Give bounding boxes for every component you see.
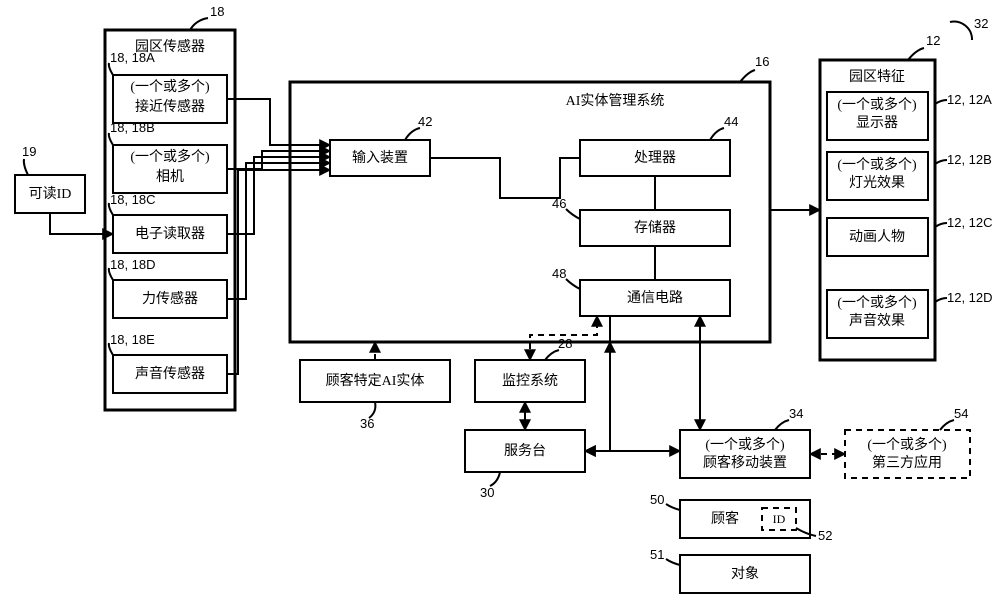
- system-diagram: 32 园区传感器 18 (一个或多个) 接近传感器 18, 18A (一个或多个…: [0, 0, 1000, 611]
- svg-text:电子读取器: 电子读取器: [135, 225, 205, 242]
- svg-text:显示器: 显示器: [856, 116, 898, 131]
- svg-text:(一个或多个): (一个或多个): [130, 78, 210, 95]
- customer-box: 顾客 ID 50 52: [650, 492, 832, 543]
- svg-text:通信电路: 通信电路: [627, 290, 683, 306]
- svg-text:18, 18A: 18, 18A: [110, 50, 155, 65]
- svg-text:12: 12: [926, 33, 940, 48]
- features-group: 园区特征 12 (一个或多个) 显示器 12, 12A (一个或多个) 灯光效果…: [820, 33, 993, 360]
- svg-text:50: 50: [650, 492, 664, 507]
- svg-text:对象: 对象: [731, 566, 759, 582]
- svg-text:30: 30: [480, 485, 494, 500]
- ai-entity-box: 顾客特定AI实体 36: [300, 342, 450, 431]
- svg-text:36: 36: [360, 416, 374, 431]
- svg-text:声音效果: 声音效果: [849, 312, 905, 329]
- svg-text:18, 18E: 18, 18E: [110, 332, 155, 347]
- svg-text:(一个或多个): (一个或多个): [837, 96, 917, 113]
- svg-text:34: 34: [789, 406, 803, 421]
- svg-text:28: 28: [558, 336, 572, 351]
- svg-text:18, 18C: 18, 18C: [110, 192, 156, 207]
- svg-text:12, 12D: 12, 12D: [947, 290, 993, 305]
- svg-text:ID: ID: [773, 512, 786, 526]
- svg-text:48: 48: [552, 266, 566, 281]
- object-box: 对象 51: [650, 547, 810, 593]
- svg-text:声音传感器: 声音传感器: [135, 365, 205, 382]
- svg-text:存储器: 存储器: [634, 220, 676, 236]
- svg-text:(一个或多个): (一个或多个): [130, 148, 210, 165]
- svg-text:接近传感器: 接近传感器: [135, 98, 205, 115]
- svg-text:18, 18B: 18, 18B: [110, 120, 155, 135]
- svg-text:12, 12A: 12, 12A: [947, 92, 992, 107]
- svg-text:相机: 相机: [156, 169, 184, 185]
- sensors-group: 园区传感器 18 (一个或多个) 接近传感器 18, 18A (一个或多个) 相…: [105, 4, 235, 410]
- svg-text:(一个或多个): (一个或多个): [837, 294, 917, 311]
- svg-text:42: 42: [418, 114, 432, 129]
- svg-text:动画人物: 动画人物: [849, 229, 905, 245]
- svg-text:输入装置: 输入装置: [352, 150, 408, 166]
- svg-text:(一个或多个): (一个或多个): [705, 436, 785, 453]
- sensors-ref: 18: [210, 4, 224, 19]
- sensor-fan-in: [227, 99, 330, 374]
- figure-ref-arc: [950, 22, 972, 40]
- svg-text:44: 44: [724, 114, 738, 129]
- readable-id-box: 可读ID 19: [15, 144, 113, 234]
- ai-system-group: AI实体管理系统 16 输入装置 42 处理器 44 存储器 46 通信电路 4…: [290, 54, 770, 342]
- third-party-box: (一个或多个) 第三方应用 54: [845, 406, 970, 478]
- svg-text:监控系统: 监控系统: [502, 373, 558, 389]
- svg-text:园区特征: 园区特征: [849, 69, 905, 85]
- svg-text:顾客特定AI实体: 顾客特定AI实体: [326, 372, 425, 389]
- svg-text:顾客移动装置: 顾客移动装置: [703, 454, 787, 471]
- svg-text:18, 18D: 18, 18D: [110, 257, 156, 272]
- svg-text:12, 12C: 12, 12C: [947, 215, 993, 230]
- svg-text:51: 51: [650, 547, 664, 562]
- svg-text:19: 19: [22, 144, 36, 159]
- monitor-box: 监控系统 28: [475, 316, 597, 402]
- svg-text:(一个或多个): (一个或多个): [837, 156, 917, 173]
- svg-text:灯光效果: 灯光效果: [849, 175, 905, 191]
- svg-text:力传感器: 力传感器: [142, 290, 198, 307]
- svg-text:顾客: 顾客: [711, 510, 739, 527]
- svg-text:服务台: 服务台: [504, 443, 546, 459]
- svg-text:52: 52: [818, 528, 832, 543]
- service-desk-box: 服务台 30: [465, 342, 680, 500]
- svg-text:(一个或多个): (一个或多个): [867, 436, 947, 453]
- svg-text:可读ID: 可读ID: [29, 185, 72, 202]
- figure-ref-label: 32: [974, 16, 988, 31]
- svg-text:54: 54: [954, 406, 968, 421]
- svg-text:处理器: 处理器: [634, 150, 676, 166]
- svg-text:16: 16: [755, 54, 769, 69]
- svg-text:12, 12B: 12, 12B: [947, 152, 992, 167]
- svg-text:AI实体管理系统: AI实体管理系统: [566, 93, 665, 109]
- svg-text:第三方应用: 第三方应用: [872, 454, 942, 471]
